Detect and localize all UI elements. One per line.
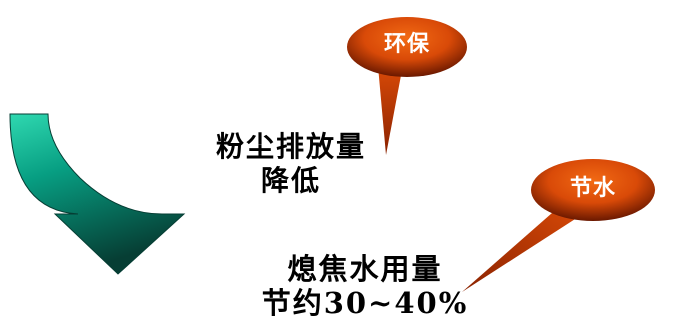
env-callout-label: 环保 [383,32,430,57]
water-callout-label: 节水 [569,176,616,201]
dust-emission-statement: 粉尘排放量 降低 [196,130,386,198]
dust-line-1: 粉尘排放量 [215,130,366,163]
water-usage-statement: 熄焦水用量 节约30~40% [250,252,480,320]
curved-down-right-arrow-icon [9,113,186,275]
dust-line-2: 降低 [260,164,321,197]
env-speech-bubble-icon [347,17,467,155]
water-speech-bubble-icon [462,159,655,292]
water-line-1: 熄焦水用量 [287,252,443,286]
water-line-2: 节约30~40% [261,286,469,320]
